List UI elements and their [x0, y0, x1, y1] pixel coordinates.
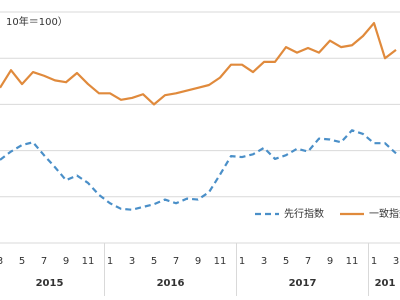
- x-tick-label: 9: [327, 256, 333, 267]
- x-tick-label: 11: [82, 256, 95, 267]
- series-line: [0, 21, 397, 106]
- x-tick-label: 7: [305, 256, 311, 267]
- x-tick-label: 1: [107, 256, 113, 267]
- year-label: 201: [375, 278, 396, 289]
- x-tick-label: 3: [261, 256, 267, 267]
- x-tick-label: 7: [41, 256, 47, 267]
- x-tick-label: 3: [393, 256, 399, 267]
- chart-subtitle: 10年＝100）: [6, 15, 68, 28]
- year-label: 2015: [36, 278, 64, 289]
- x-tick-label: 1: [371, 256, 377, 267]
- year-label: 2016: [157, 278, 185, 289]
- legend-label: 先行指数: [284, 207, 324, 220]
- x-tick-label: 9: [63, 256, 69, 267]
- x-tick-label: 11: [346, 256, 359, 267]
- x-tick-label: 3: [0, 256, 3, 267]
- x-tick-label: 5: [19, 256, 25, 267]
- x-tick-label: 9: [195, 256, 201, 267]
- x-tick-label: 1: [239, 256, 245, 267]
- x-tick-label: 5: [151, 256, 157, 267]
- x-tick-label: 3: [129, 256, 135, 267]
- series-line: [0, 129, 397, 211]
- legend-label: 一致指数: [369, 207, 400, 220]
- year-label: 2017: [289, 278, 317, 289]
- x-tick-label: 11: [214, 256, 227, 267]
- x-tick-label: 7: [173, 256, 179, 267]
- x-tick-label: 5: [283, 256, 289, 267]
